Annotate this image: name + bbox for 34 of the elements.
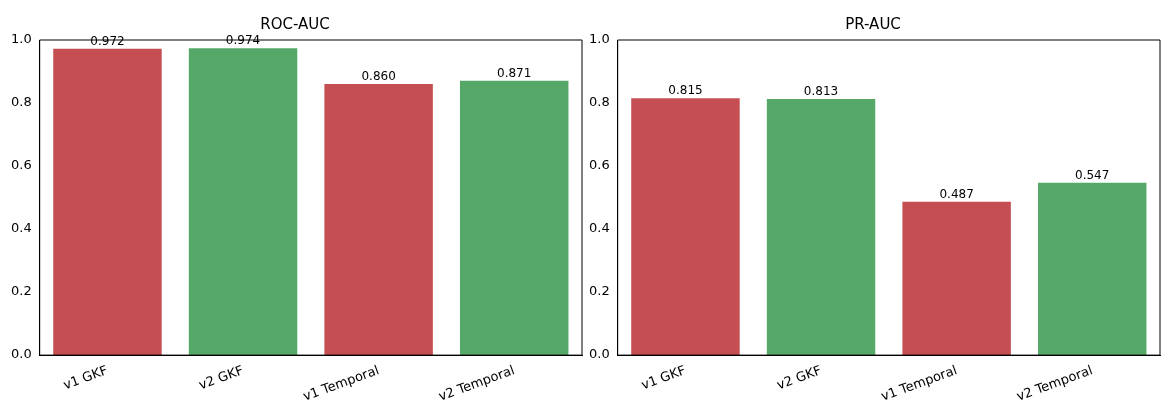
y-tick-label: 0.4 [588, 220, 610, 236]
data-label: 0.547 [1075, 167, 1110, 182]
data-label: 0.813 [803, 84, 839, 99]
y-tick-label: 0.2 [588, 283, 610, 299]
y-tick-label: 0.8 [10, 94, 32, 110]
chart-title: ROC-AUC [260, 14, 330, 33]
y-tick-label: 1.0 [10, 31, 32, 47]
bar [1037, 182, 1147, 356]
x-tick-label: v2 GKF [196, 362, 246, 393]
y-tick-label: 0.6 [588, 157, 610, 173]
x-tick-label: v1 GKF [61, 362, 110, 393]
y-tick-label: 1.0 [588, 31, 610, 47]
data-label: 0.972 [90, 33, 125, 48]
data-label: 0.860 [361, 69, 396, 84]
x-tick-label: v2 GKF [774, 362, 824, 393]
bar [459, 80, 569, 356]
data-label: 0.815 [668, 83, 703, 98]
y-tick-label: 0.8 [588, 94, 610, 110]
data-label: 0.871 [497, 65, 532, 80]
y-tick-label: 0.6 [10, 157, 32, 173]
bar [631, 98, 740, 356]
bar [902, 201, 1011, 356]
x-tick-label: v1 GKF [639, 362, 688, 393]
y-tick-label: 0.0 [10, 346, 32, 362]
bar [766, 98, 876, 356]
bar [53, 48, 162, 356]
data-label: 0.974 [225, 33, 261, 48]
y-tick-label: 0.0 [588, 346, 610, 362]
bar [324, 84, 433, 356]
data-label: 0.487 [939, 186, 974, 201]
chart-title: PR-AUC [845, 14, 901, 33]
y-tick-label: 0.2 [10, 283, 32, 299]
bar [188, 48, 298, 356]
y-tick-label: 0.4 [10, 220, 32, 236]
